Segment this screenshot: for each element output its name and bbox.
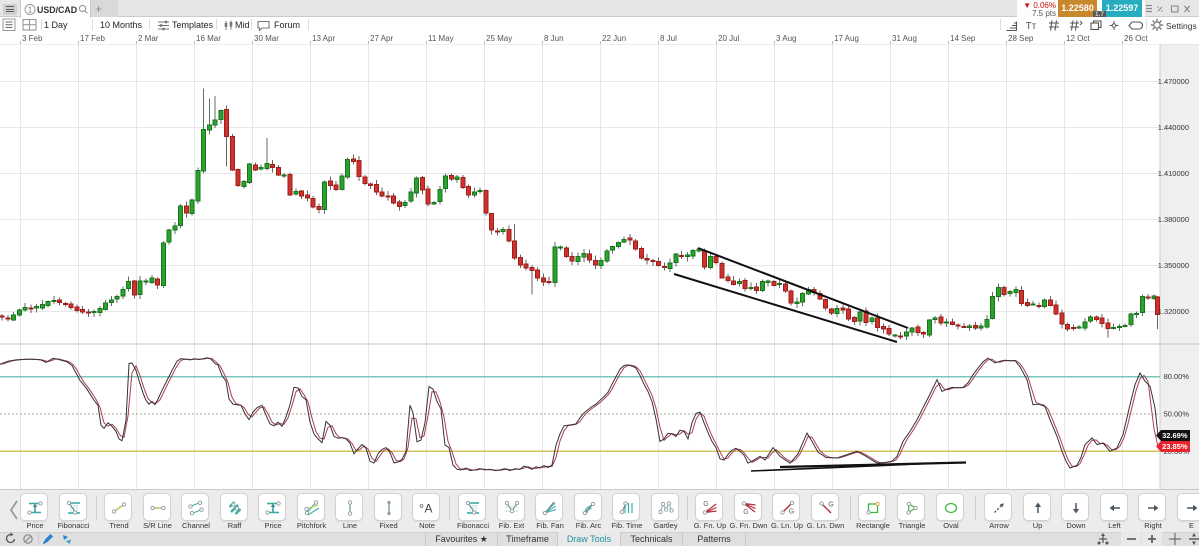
svg-text:80.00%: 80.00% [1164, 372, 1190, 381]
svg-text:1.410000: 1.410000 [1158, 169, 1189, 178]
svg-text:1.350000: 1.350000 [1158, 261, 1189, 270]
svg-text:1.470000: 1.470000 [1158, 77, 1189, 86]
svg-text:1.320000: 1.320000 [1158, 307, 1189, 316]
svg-text:50.00%: 50.00% [1164, 410, 1190, 419]
svg-text:G: G [828, 502, 833, 509]
svg-text:A: A [424, 502, 432, 516]
svg-text:Tт: Tт [1026, 21, 1037, 32]
svg-text:G: G [743, 509, 748, 516]
svg-text:G: G [789, 509, 794, 516]
svg-text:1.440000: 1.440000 [1158, 123, 1189, 132]
svg-text:G: G [703, 501, 708, 508]
svg-text:1: 1 [28, 5, 33, 14]
svg-text:23.85%: 23.85% [1162, 442, 1188, 451]
svg-text:32.69%: 32.69% [1162, 431, 1188, 440]
svg-text:1.380000: 1.380000 [1158, 215, 1189, 224]
